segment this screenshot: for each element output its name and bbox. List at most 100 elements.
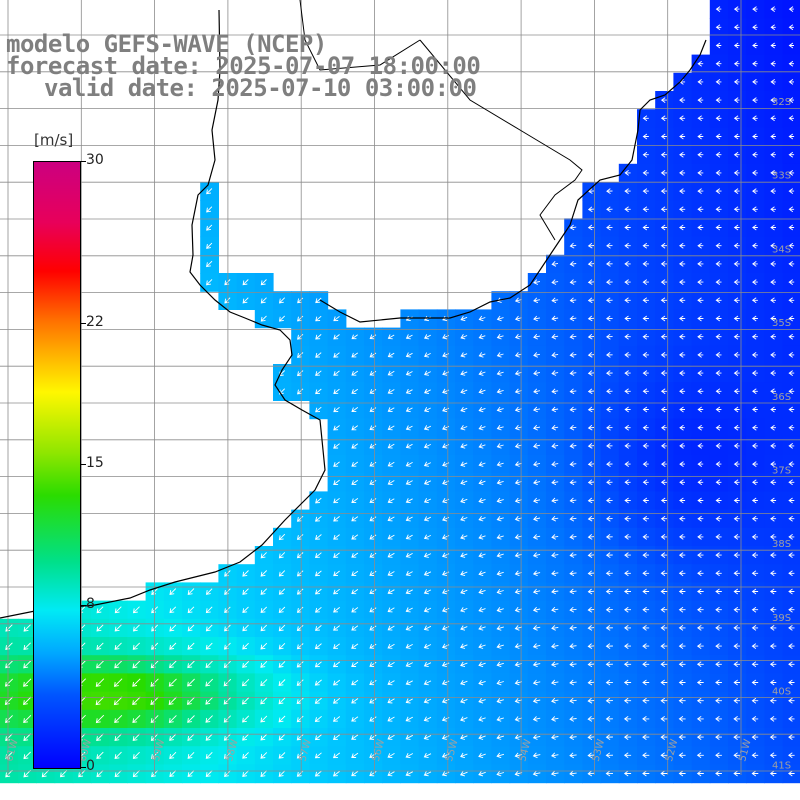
wind-arrow bbox=[660, 734, 668, 740]
wind-arrow bbox=[478, 588, 486, 595]
wind-arrow bbox=[715, 497, 722, 504]
wind-arrow bbox=[679, 388, 686, 395]
wind-arrow bbox=[642, 115, 649, 122]
legend-tick-label: 15 bbox=[86, 455, 104, 471]
wind-arrow bbox=[278, 661, 286, 668]
wind-arrow bbox=[114, 624, 122, 632]
wind-arrow bbox=[605, 716, 613, 722]
wind-arrow bbox=[423, 716, 432, 722]
wind-arrow bbox=[660, 752, 668, 759]
wind-arrow bbox=[187, 660, 195, 669]
wind-arrow bbox=[260, 624, 268, 632]
valid-date: valid date: 2025-07-10 03:00:00 bbox=[44, 74, 477, 102]
wind-arrow bbox=[661, 443, 667, 449]
wind-arrow bbox=[587, 661, 595, 668]
wind-arrow bbox=[697, 333, 704, 340]
wind-arrow bbox=[733, 497, 740, 504]
wind-arrow bbox=[788, 588, 795, 595]
wind-arrow bbox=[460, 552, 468, 558]
wind-arrow bbox=[478, 461, 486, 467]
wind-arrow bbox=[624, 497, 631, 504]
wind-arrow bbox=[532, 770, 541, 777]
wind-arrow bbox=[642, 170, 649, 176]
wind-arrow bbox=[679, 170, 686, 176]
wind-arrow bbox=[770, 461, 776, 467]
wind-arrow bbox=[423, 589, 432, 595]
wind-arrow bbox=[733, 60, 740, 67]
wind-arrow bbox=[752, 461, 758, 467]
wind-arrow bbox=[587, 770, 595, 777]
wind-arrow bbox=[769, 697, 777, 704]
wind-arrow bbox=[114, 751, 122, 760]
wind-arrow bbox=[770, 552, 777, 558]
wind-arrow bbox=[296, 697, 304, 705]
wind-arrow bbox=[751, 679, 759, 686]
wind-arrow bbox=[715, 188, 722, 194]
wind-arrow bbox=[205, 733, 213, 741]
wind-arrow bbox=[788, 97, 794, 103]
wind-arrow bbox=[314, 752, 322, 759]
wind-arrow bbox=[715, 734, 722, 740]
wind-arrow bbox=[624, 515, 631, 522]
wind-arrow bbox=[605, 625, 613, 631]
wind-arrow bbox=[788, 170, 795, 176]
wind-arrow bbox=[205, 696, 214, 705]
wind-arrow bbox=[642, 151, 649, 158]
latitude-label: 38S bbox=[772, 539, 791, 550]
wind-arrow bbox=[351, 461, 359, 467]
wind-arrow bbox=[697, 406, 704, 413]
wind-arrow bbox=[715, 97, 722, 103]
wind-arrow bbox=[169, 770, 177, 778]
wind-arrow bbox=[587, 242, 595, 249]
wind-arrow bbox=[278, 624, 286, 632]
wind-arrow bbox=[460, 425, 468, 431]
wind-arrow bbox=[733, 170, 740, 176]
wind-arrow bbox=[770, 6, 776, 12]
wind-arrow bbox=[296, 624, 304, 632]
wind-arrow bbox=[752, 79, 758, 85]
wind-arrow bbox=[733, 370, 740, 376]
wind-arrow bbox=[206, 224, 213, 231]
wind-arrow bbox=[752, 115, 758, 122]
wind-arrow bbox=[624, 224, 631, 231]
wind-arrow bbox=[496, 406, 504, 413]
wind-arrow bbox=[496, 734, 505, 740]
wind-arrow bbox=[532, 570, 541, 577]
latitude-label: 37S bbox=[772, 466, 791, 477]
wind-arrow bbox=[96, 642, 104, 650]
wind-arrow bbox=[315, 570, 322, 577]
wind-arrow bbox=[696, 697, 704, 704]
wind-arrow bbox=[369, 734, 377, 740]
wind-arrow bbox=[5, 733, 13, 742]
legend-tick-mark bbox=[80, 464, 86, 465]
wind-arrow bbox=[423, 752, 432, 759]
wind-arrow bbox=[405, 352, 413, 358]
wind-arrow bbox=[423, 771, 432, 777]
wind-arrow bbox=[478, 625, 486, 631]
wind-arrow bbox=[496, 497, 504, 504]
wind-arrow bbox=[788, 261, 795, 267]
wind-arrow bbox=[333, 443, 340, 449]
wind-arrow bbox=[587, 188, 595, 194]
wind-arrow bbox=[587, 679, 595, 686]
wind-arrow bbox=[351, 516, 359, 522]
wind-arrow bbox=[751, 588, 759, 595]
wind-arrow bbox=[770, 333, 776, 340]
wind-arrow bbox=[496, 370, 504, 376]
wind-arrow bbox=[770, 42, 776, 49]
wind-arrow bbox=[333, 552, 340, 558]
wind-arrow bbox=[642, 443, 649, 449]
wind-arrow bbox=[697, 424, 704, 431]
wind-arrow bbox=[351, 407, 359, 413]
wind-arrow bbox=[788, 661, 795, 668]
wind-arrow bbox=[369, 480, 377, 485]
wind-arrow bbox=[551, 552, 559, 558]
wind-arrow bbox=[242, 588, 249, 595]
wind-arrow bbox=[752, 170, 758, 176]
wind-arrow bbox=[715, 224, 722, 231]
wind-arrow bbox=[532, 752, 541, 759]
wind-arrow bbox=[405, 552, 413, 558]
wind-arrow bbox=[533, 352, 540, 358]
wind-arrow bbox=[715, 297, 722, 304]
wind-arrow bbox=[697, 133, 704, 140]
